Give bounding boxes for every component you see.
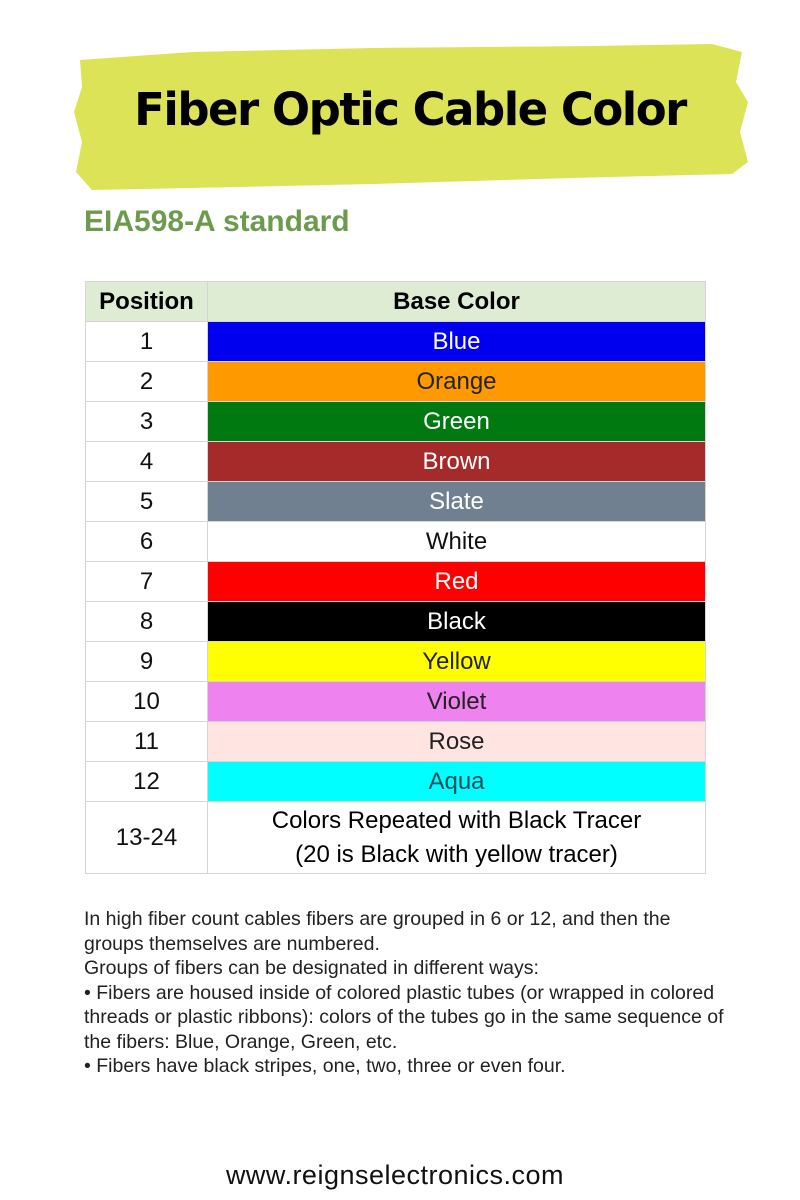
position-cell: 2 [85,361,208,402]
table-header-row: Position Base Color [85,281,706,322]
table-row: 5 Slate [85,481,706,522]
position-cell: 11 [85,721,208,762]
description-text: In high fiber count cables fibers are gr… [84,907,724,1079]
table-row: 1 Blue [85,321,706,362]
position-cell: 1 [85,321,208,362]
paragraph-line: Groups of fibers can be designated in di… [84,957,539,979]
table-row: 8 Black [85,601,706,642]
table-row: 7 Red [85,561,706,602]
table-row: 9 Yellow [85,641,706,682]
note-line-1: Colors Repeated with Black Tracer [271,806,642,834]
bullet-item: • Fibers have black stripes, one, two, t… [84,1055,566,1077]
header-base-color: Base Color [207,281,706,322]
position-cell: 9 [85,641,208,682]
color-cell: Slate [207,481,706,522]
position-cell: 7 [85,561,208,602]
website-url: www.reignselectronics.com [225,1160,565,1190]
color-cell: Black [207,601,706,642]
color-cell: Yellow [207,641,706,682]
header-position: Position [85,281,208,322]
table-row: 4 Brown [85,441,706,482]
paragraph-line: In high fiber count cables fibers are gr… [84,908,671,955]
position-cell: 5 [85,481,208,522]
position-cell: 12 [85,761,208,802]
table-row: 12 Aqua [85,761,706,802]
brushstroke-shape [74,44,748,190]
color-cell: Blue [207,321,706,362]
position-cell: 6 [85,521,208,562]
color-cell: Aqua [207,761,706,802]
color-cell: Colors Repeated with Black Tracer (20 is … [207,801,706,874]
color-cell: White [207,521,706,562]
table-row: 6 White [85,521,706,562]
page-subtitle: EIA598-A standard [84,205,350,238]
position-cell: 4 [85,441,208,482]
page-title: Fiber Optic Cable Color [134,83,687,136]
position-cell: 8 [85,601,208,642]
color-cell: Red [207,561,706,602]
table-row: 3 Green [85,401,706,442]
note-line-2: (20 is Black with yellow tracer) [295,840,618,868]
color-cell: Orange [207,361,706,402]
color-cell: Rose [207,721,706,762]
title-banner-brushstroke [74,44,748,190]
table-row-13-24: 13-24 Colors Repeated with Black Tracer (… [85,801,706,874]
position-cell: 10 [85,681,208,722]
table-row: 11 Rose [85,721,706,762]
color-code-table: Position Base Color 1 Blue 2 Orange 3 Green 4 B… [85,281,706,874]
color-cell: Brown [207,441,706,482]
color-cell: Green [207,401,706,442]
table-row: 2 Orange [85,361,706,402]
position-cell: 13-24 [85,801,208,874]
position-cell: 3 [85,401,208,442]
table-row: 10 Violet [85,681,706,722]
bullet-item: • Fibers are housed inside of colored pl… [84,981,724,1053]
color-cell: Violet [207,681,706,722]
